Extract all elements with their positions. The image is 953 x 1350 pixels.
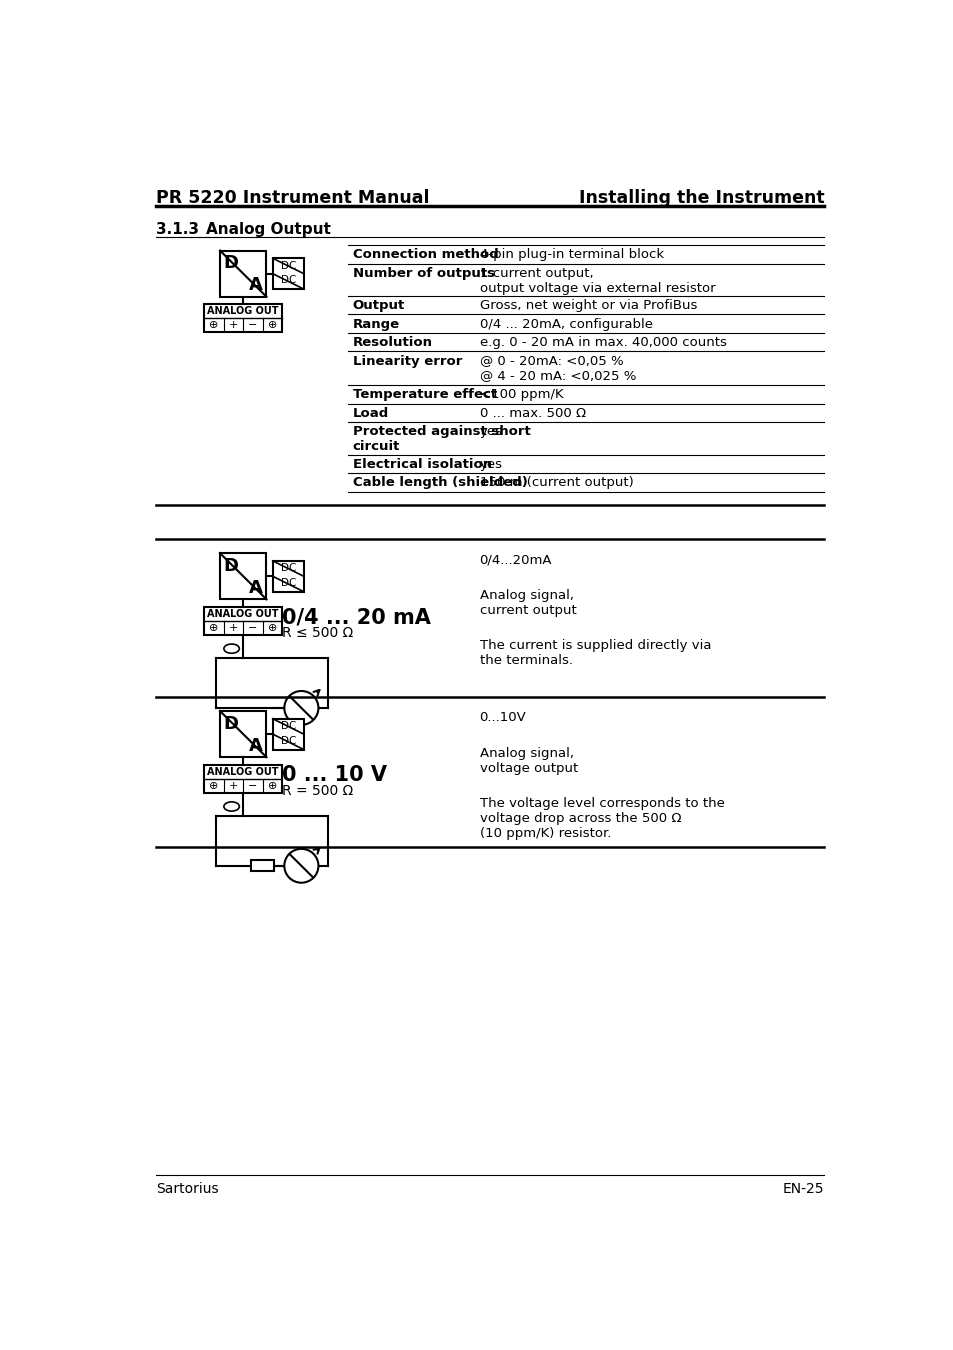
Text: Connection method: Connection method	[353, 248, 497, 262]
Text: −: −	[248, 780, 257, 791]
Text: ANALOG OUT: ANALOG OUT	[208, 609, 278, 620]
Text: 0/4 ... 20mA, configurable: 0/4 ... 20mA, configurable	[479, 317, 652, 331]
Text: D: D	[224, 254, 238, 273]
Text: R = 500 Ω: R = 500 Ω	[282, 784, 353, 798]
Text: +: +	[229, 320, 238, 331]
Text: ⊕: ⊕	[268, 780, 276, 791]
Text: PR 5220 Instrument Manual: PR 5220 Instrument Manual	[155, 189, 429, 207]
Bar	[273, 718, 303, 749]
Text: Resolution: Resolution	[353, 336, 432, 350]
Text: ⊕: ⊕	[210, 622, 218, 633]
Text: ⊕: ⊕	[210, 780, 218, 791]
Text: 3.1.3: 3.1.3	[155, 221, 198, 238]
Ellipse shape	[224, 802, 239, 811]
Text: ⊕: ⊕	[210, 320, 218, 331]
Text: EN-25: EN-25	[782, 1183, 823, 1196]
Circle shape	[284, 691, 318, 725]
Text: 0/4...20mA: 0/4...20mA	[479, 554, 552, 566]
Text: A: A	[249, 277, 262, 294]
Text: D: D	[224, 716, 238, 733]
Text: yes: yes	[479, 425, 502, 439]
Text: Number of outputs: Number of outputs	[353, 267, 494, 279]
Bar	[220, 711, 266, 757]
Text: The voltage level corresponds to the
voltage drop across the 500 Ω
(10 ppm/K) re: The voltage level corresponds to the vol…	[479, 798, 723, 840]
Text: ⊕: ⊕	[268, 622, 276, 633]
Text: DC: DC	[280, 578, 295, 587]
Bar	[273, 560, 303, 591]
Text: 150 m (current output): 150 m (current output)	[479, 477, 633, 489]
Text: Protected against short
circuit: Protected against short circuit	[353, 425, 530, 454]
Bar	[273, 258, 303, 289]
Text: Output: Output	[353, 300, 404, 312]
Text: Load: Load	[353, 406, 389, 420]
Text: Cable length (shielded): Cable length (shielded)	[353, 477, 527, 489]
Text: @ 0 - 20mA: <0,05 %
@ 4 - 20 mA: <0,025 %: @ 0 - 20mA: <0,05 % @ 4 - 20 mA: <0,025 …	[479, 355, 636, 382]
Text: A: A	[249, 737, 262, 755]
Text: −: −	[248, 320, 257, 331]
Text: 0 ... max. 500 Ω: 0 ... max. 500 Ω	[479, 406, 585, 420]
Text: +: +	[229, 622, 238, 633]
Text: e.g. 0 - 20 mA in max. 40,000 counts: e.g. 0 - 20 mA in max. 40,000 counts	[479, 336, 726, 350]
Text: Temperature effect: Temperature effect	[353, 389, 497, 401]
Text: Analog Output: Analog Output	[206, 221, 331, 238]
Text: Sartorius: Sartorius	[155, 1183, 218, 1196]
Text: DC: DC	[280, 563, 295, 574]
Bar	[204, 765, 282, 792]
Text: −: −	[248, 622, 257, 633]
Text: DC: DC	[280, 261, 295, 270]
Text: Range: Range	[353, 317, 399, 331]
Text: ⊕: ⊕	[268, 320, 276, 331]
Text: A: A	[249, 579, 262, 597]
Text: R ≤ 500 Ω: R ≤ 500 Ω	[282, 626, 353, 640]
Text: ANALOG OUT: ANALOG OUT	[208, 306, 278, 316]
Text: ANALOG OUT: ANALOG OUT	[208, 767, 278, 776]
Circle shape	[284, 849, 318, 883]
Bar	[204, 305, 282, 332]
Text: 1 current output,
output voltage via external resistor: 1 current output, output voltage via ext…	[479, 267, 715, 294]
Text: Analog signal,
current output: Analog signal, current output	[479, 590, 576, 617]
Text: The current is supplied directly via
the terminals.: The current is supplied directly via the…	[479, 640, 710, 667]
Bar	[220, 554, 266, 599]
Text: Installing the Instrument: Installing the Instrument	[578, 189, 823, 207]
Text: DC: DC	[280, 721, 295, 730]
Text: DC: DC	[280, 275, 295, 285]
Text: DC: DC	[280, 736, 295, 745]
Ellipse shape	[224, 644, 239, 653]
Text: D: D	[224, 558, 238, 575]
Text: +: +	[229, 780, 238, 791]
Text: Gross, net weight or via ProfiBus: Gross, net weight or via ProfiBus	[479, 300, 697, 312]
Text: 0/4 ... 20 mA: 0/4 ... 20 mA	[282, 608, 431, 626]
Text: yes: yes	[479, 458, 502, 471]
Bar	[204, 608, 282, 634]
Text: Electrical isolation: Electrical isolation	[353, 458, 491, 471]
Bar	[251, 860, 274, 871]
Text: 0...10V: 0...10V	[479, 711, 526, 724]
Text: <100 ppm/K: <100 ppm/K	[479, 389, 562, 401]
Text: 0 ... 10 V: 0 ... 10 V	[282, 765, 387, 784]
Bar	[220, 251, 266, 297]
Text: Analog signal,
voltage output: Analog signal, voltage output	[479, 747, 578, 775]
Text: Linearity error: Linearity error	[353, 355, 461, 367]
Text: 4-pin plug-in terminal block: 4-pin plug-in terminal block	[479, 248, 663, 262]
